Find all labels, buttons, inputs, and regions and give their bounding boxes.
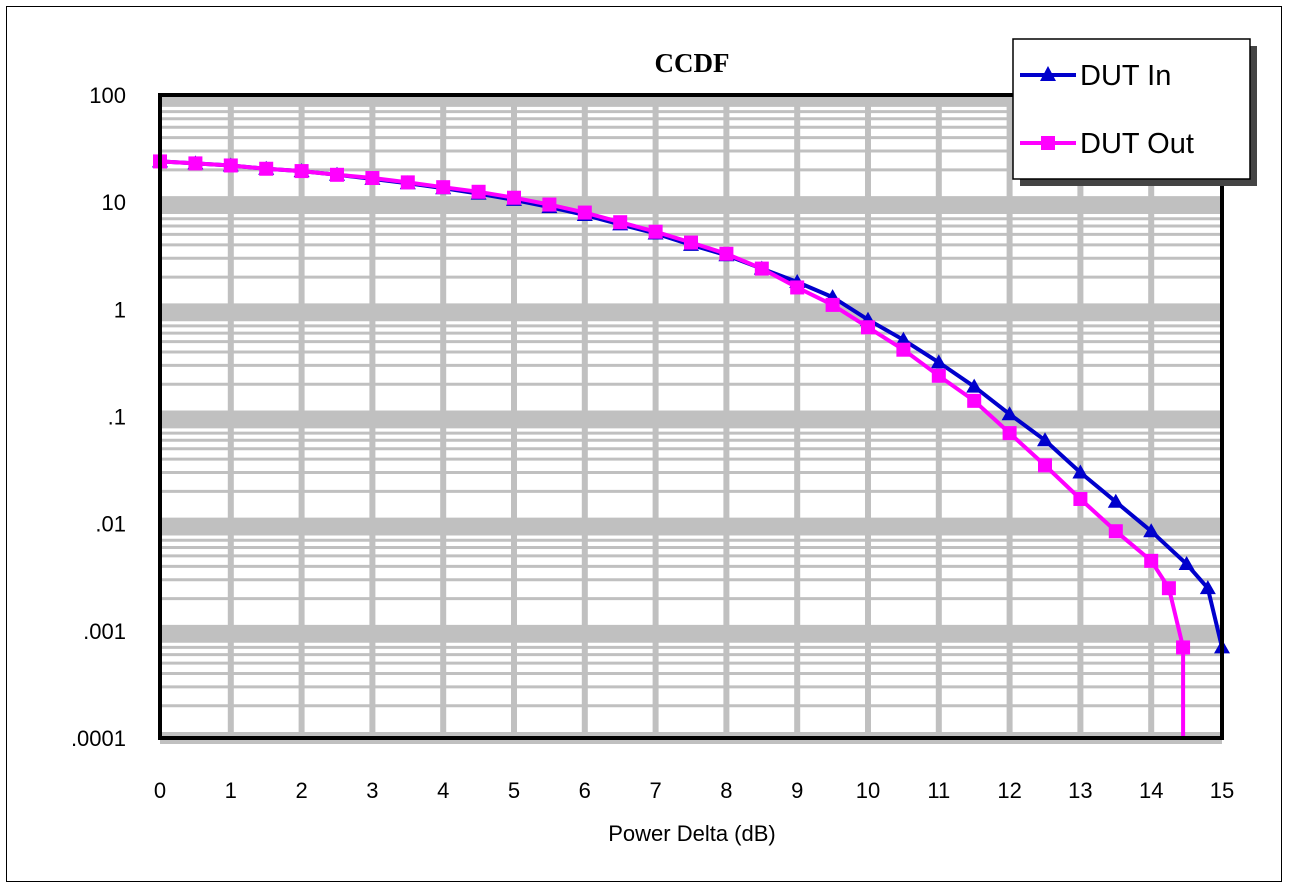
data-point <box>1037 432 1053 447</box>
data-point <box>648 224 663 239</box>
data-point <box>330 167 344 182</box>
data-point <box>895 331 912 346</box>
data-point <box>1001 406 1018 421</box>
data-point <box>861 320 875 335</box>
x-tick-label: 15 <box>1210 778 1234 803</box>
data-point <box>577 205 592 220</box>
data-point <box>754 261 769 276</box>
x-tick-label: 4 <box>437 778 449 803</box>
data-point <box>400 175 415 190</box>
square-marker-icon <box>1041 136 1055 150</box>
y-tick-label: .0001 <box>71 726 126 751</box>
x-tick-label: 3 <box>366 778 378 803</box>
data-point <box>294 164 309 179</box>
chart-title: CCDF <box>655 48 730 78</box>
data-point <box>967 393 982 408</box>
x-tick-label: 7 <box>649 778 661 803</box>
data-point <box>507 190 521 205</box>
x-axis-title: Power Delta (dB) <box>608 821 776 846</box>
data-point <box>1176 640 1191 655</box>
data-point <box>1073 491 1088 506</box>
legend-item: DUT In <box>1020 60 1171 92</box>
y-tick-label: 1 <box>114 297 126 322</box>
legend: DUT In DUT Out <box>1012 38 1257 186</box>
axes <box>158 93 1224 740</box>
data-point <box>1002 426 1017 441</box>
x-tick-label: 0 <box>154 778 166 803</box>
triangle-marker-icon <box>1040 66 1056 81</box>
data-point <box>931 368 946 383</box>
legend-label: DUT In <box>1080 60 1171 92</box>
series-layer <box>152 153 1230 738</box>
y-tick-label: 10 <box>102 190 126 215</box>
x-tick-labels: 0 1 2 3 4 5 6 7 8 9 10 11 12 13 14 15 <box>154 778 1234 803</box>
data-point <box>930 354 947 369</box>
data-point <box>684 235 698 250</box>
data-point <box>719 246 734 261</box>
data-point <box>966 378 983 393</box>
data-point <box>1144 553 1159 568</box>
data-point <box>259 161 274 176</box>
data-point <box>1178 556 1195 571</box>
data-point <box>471 184 486 199</box>
x-tick-label: 14 <box>1139 778 1163 803</box>
x-tick-label: 2 <box>295 778 307 803</box>
data-point <box>1199 580 1216 595</box>
x-tick-label: 8 <box>720 778 732 803</box>
data-point <box>1107 493 1124 508</box>
data-point <box>825 297 840 312</box>
y-tick-label: .001 <box>83 619 126 644</box>
data-point <box>1108 524 1123 539</box>
y-tick-label: 100 <box>89 83 126 108</box>
legend-label: DUT Out <box>1080 128 1194 160</box>
x-tick-label: 10 <box>856 778 880 803</box>
x-tick-label: 13 <box>1068 778 1092 803</box>
data-point <box>896 342 911 357</box>
legend-item: DUT Out <box>1020 128 1194 160</box>
y-tick-label: .01 <box>95 512 126 537</box>
x-tick-label: 6 <box>579 778 591 803</box>
legend-box <box>1012 38 1251 180</box>
y-tick-label: .1 <box>108 405 126 430</box>
data-point <box>613 215 628 230</box>
data-point <box>223 158 238 173</box>
data-point <box>1038 458 1052 473</box>
data-point <box>188 156 203 171</box>
data-point <box>542 197 557 212</box>
data-point <box>436 180 451 195</box>
data-point <box>1143 523 1160 538</box>
x-tick-label: 12 <box>997 778 1021 803</box>
x-tick-label: 11 <box>927 778 950 803</box>
series-2 <box>153 154 1191 738</box>
x-tick-label: 5 <box>508 778 520 803</box>
data-point <box>365 171 380 186</box>
y-tick-labels: .0001 .001 .01 .1 1 10 100 <box>71 83 126 751</box>
plot-border <box>158 93 1224 740</box>
x-tick-label: 9 <box>791 778 803 803</box>
data-point <box>790 280 805 295</box>
x-tick-label: 1 <box>225 778 237 803</box>
data-point <box>1161 581 1176 596</box>
data-point <box>1072 464 1089 479</box>
